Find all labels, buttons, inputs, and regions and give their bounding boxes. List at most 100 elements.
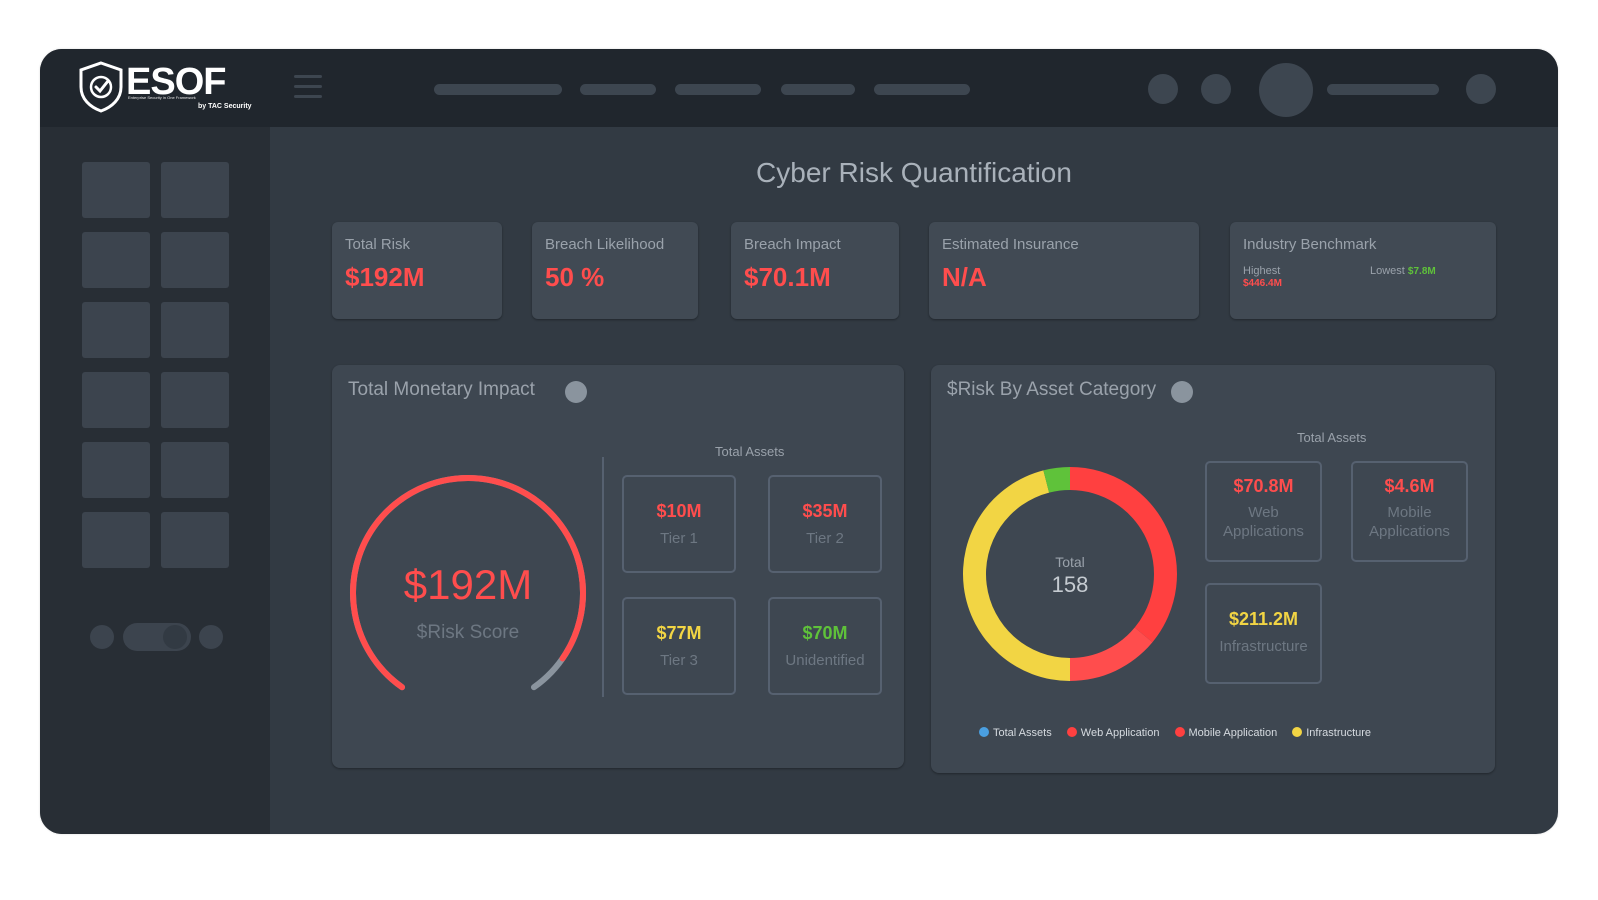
nav-item-1[interactable] <box>434 84 562 95</box>
info-icon[interactable] <box>1171 381 1193 403</box>
category-tile-infrastructure[interactable]: $211.2M Infrastructure <box>1205 583 1322 684</box>
nav-item-2[interactable] <box>580 84 656 95</box>
brand-name: ESOF <box>126 61 226 103</box>
donut-center-label: Total <box>1055 554 1085 570</box>
tile-value: $211.2M <box>1228 609 1299 629</box>
asset-category-panel: $Risk By Asset Category Total 158 Total … <box>931 365 1495 773</box>
sidebar-item[interactable] <box>161 372 229 428</box>
theme-toggle[interactable] <box>123 623 191 651</box>
kpi-industry-benchmark: Industry Benchmark Highest $446.4M Lowes… <box>1230 222 1496 319</box>
asset-tile-unidentified[interactable]: $70M Unidentified <box>768 597 882 695</box>
sidebar-item[interactable] <box>161 232 229 288</box>
user-name[interactable] <box>1327 84 1439 95</box>
panel-title: Total Monetary Impact <box>348 379 535 400</box>
shield-check-icon <box>79 61 123 113</box>
gauge-value: $192M <box>403 561 533 608</box>
legend-dot <box>1292 727 1303 737</box>
sidebar <box>40 127 270 834</box>
brand-tagline: Enterprise Security in One Framework <box>128 95 196 100</box>
donut-slice-web-application[interactable] <box>1070 467 1177 643</box>
settings-icon[interactable] <box>1201 74 1231 104</box>
sidebar-item[interactable] <box>82 512 150 568</box>
asset-tile-tier-2[interactable]: $35M Tier 2 <box>768 475 882 573</box>
brand-byline: by TAC Security <box>198 103 252 110</box>
theme-dot-right[interactable] <box>199 625 223 649</box>
notification-icon[interactable] <box>1148 74 1178 104</box>
legend-item[interactable]: Mobile Application <box>1174 727 1278 739</box>
legend-label: Mobile Application <box>1188 727 1278 739</box>
sidebar-item[interactable] <box>161 512 229 568</box>
kpi-breach-likelihood: Breach Likelihood 50 % <box>532 222 698 319</box>
legend-dot <box>1174 727 1185 737</box>
sidebar-item[interactable] <box>82 302 150 358</box>
divider <box>602 457 604 697</box>
tile-value: $4.6M <box>1384 476 1435 496</box>
category-tile-mobile[interactable]: $4.6M Mobile Applications <box>1351 461 1468 562</box>
sidebar-item[interactable] <box>161 162 229 218</box>
sidebar-item[interactable] <box>82 162 150 218</box>
top-bar: ESOF Enterprise Security in One Framewor… <box>40 49 1558 127</box>
tile-label: Web Applications <box>1223 504 1304 540</box>
kpi-value: $70.1M <box>744 262 831 292</box>
donut-center-value: 158 <box>1051 572 1089 597</box>
tile-label: Unidentified <box>785 652 865 669</box>
kpi-value: N/A <box>942 262 987 292</box>
total-assets-label: Total Assets <box>1297 430 1367 445</box>
nav-item-3[interactable] <box>675 84 761 95</box>
benchmark-highest-label: Highest <box>1243 265 1281 277</box>
benchmark-highest-value: $446.4M <box>1243 278 1282 289</box>
tile-label: Mobile Applications <box>1369 504 1450 540</box>
asset-tile-tier-1[interactable]: $10M Tier 1 <box>622 475 736 573</box>
legend-dot <box>1066 727 1077 737</box>
donut-slice-infrastructure[interactable] <box>962 470 1070 681</box>
kpi-label: Total Risk <box>345 236 411 253</box>
tile-value: $10M <box>656 501 702 521</box>
kpi-label: Breach Likelihood <box>545 236 665 253</box>
category-tile-web[interactable]: $70.8M Web Applications <box>1205 461 1322 562</box>
legend-item[interactable]: Web Application <box>1066 727 1160 739</box>
panel-title: $Risk By Asset Category <box>947 379 1157 400</box>
sidebar-item[interactable] <box>82 372 150 428</box>
nav-item-5[interactable] <box>874 84 970 95</box>
nav-item-4[interactable] <box>781 84 855 95</box>
kpi-value: 50 % <box>545 262 605 292</box>
info-icon[interactable] <box>565 381 587 403</box>
app-window: ESOF Enterprise Security in One Framewor… <box>40 49 1558 834</box>
tile-value: $70.8M <box>1233 476 1294 496</box>
benchmark-lowest-label: Lowest <box>1370 265 1405 277</box>
kpi-label: Industry Benchmark <box>1243 236 1377 253</box>
chart-legend: Total Assets Web Application Mobile Appl… <box>979 727 1383 739</box>
kpi-label: Breach Impact <box>744 236 841 253</box>
user-menu-icon[interactable] <box>1466 74 1496 104</box>
legend-item[interactable]: Infrastructure <box>1292 727 1371 739</box>
legend-label: Web Application <box>1080 727 1160 739</box>
kpi-breach-impact: Breach Impact $70.1M <box>731 222 899 319</box>
avatar[interactable] <box>1259 63 1313 117</box>
theme-dot-left[interactable] <box>90 625 114 649</box>
risk-donut-chart <box>962 467 1177 681</box>
kpi-estimated-insurance: Estimated Insurance N/A <box>929 222 1199 319</box>
sidebar-item[interactable] <box>82 442 150 498</box>
tile-label: Tier 3 <box>660 652 698 669</box>
tile-label: Infrastructure <box>1219 638 1308 655</box>
sidebar-item[interactable] <box>161 302 229 358</box>
sidebar-item[interactable] <box>82 232 150 288</box>
benchmark-lowest-value: $7.8M <box>1407 266 1436 277</box>
tile-value: $77M <box>656 623 702 643</box>
donut-slice-total-assets[interactable] <box>1043 467 1070 493</box>
risk-gauge <box>350 474 586 691</box>
donut-slice-mobile-application[interactable] <box>1070 627 1153 681</box>
esof-logo[interactable]: ESOF Enterprise Security in One Framewor… <box>78 59 252 115</box>
kpi-label: Estimated Insurance <box>942 236 1079 253</box>
benchmark-highest: Highest $446.4M <box>1243 265 1282 289</box>
asset-tile-tier-3[interactable]: $77M Tier 3 <box>622 597 736 695</box>
benchmark-lowest: Lowest $7.8M <box>1370 265 1436 277</box>
kpi-value: $192M <box>345 262 425 292</box>
sidebar-item[interactable] <box>161 442 229 498</box>
legend-label: Total Assets <box>993 727 1052 739</box>
legend-item[interactable]: Total Assets <box>979 727 1052 739</box>
kpi-total-risk: Total Risk $192M <box>332 222 502 319</box>
tile-value: $70M <box>802 623 848 643</box>
gauge-label: $Risk Score <box>416 622 520 643</box>
menu-icon[interactable] <box>294 75 322 99</box>
